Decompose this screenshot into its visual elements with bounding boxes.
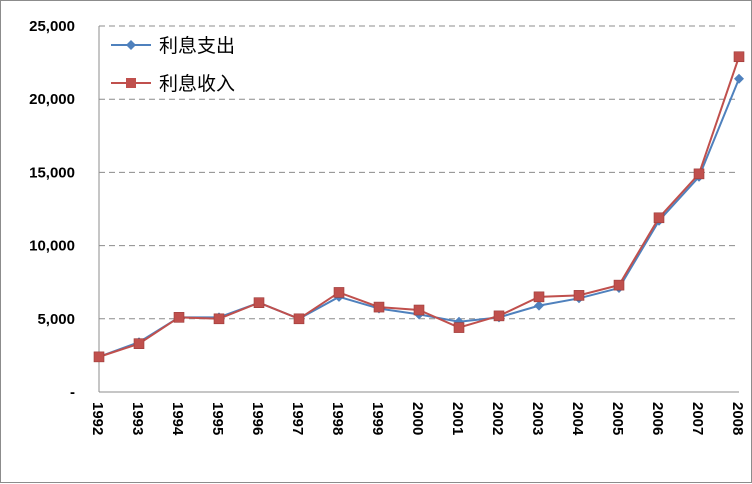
- x-tick-label: 1992: [89, 402, 106, 435]
- y-tick-label: 20,000: [29, 91, 75, 108]
- y-tick-label: 15,000: [29, 164, 75, 181]
- y-tick-label: 5,000: [37, 311, 75, 328]
- y-tick-label: 25,000: [29, 18, 75, 35]
- x-tick-label: 1994: [169, 402, 186, 436]
- x-tick-label: 1998: [329, 402, 346, 435]
- x-tick-label: 2006: [649, 402, 666, 435]
- y-axis-ticks: - 5,000 10,000 15,000 20,000 25,000: [29, 18, 75, 401]
- data-point: [373, 301, 385, 313]
- data-point: [133, 338, 145, 349]
- x-tick-label: 2005: [609, 402, 626, 435]
- data-point: [293, 313, 305, 325]
- series-2: [93, 51, 745, 363]
- data-point: [653, 212, 665, 224]
- x-tick-label: 2007: [689, 402, 706, 435]
- data-point: [534, 300, 544, 311]
- gridlines: [99, 25, 739, 320]
- legend-marker: [126, 40, 136, 50]
- data-point: [413, 304, 425, 316]
- data-point: [613, 279, 625, 291]
- x-tick-label: 1996: [249, 402, 266, 435]
- legend-label: 利息支出: [159, 35, 235, 57]
- x-tick-label: 2003: [529, 402, 546, 435]
- legend-marker: [126, 78, 136, 88]
- x-tick-label: 1993: [129, 402, 146, 435]
- legend-label: 利息收入: [159, 73, 235, 95]
- data-point: [573, 290, 585, 301]
- x-tick-label: 1999: [369, 402, 386, 435]
- data-point: [533, 291, 545, 303]
- x-tick-label: 2004: [569, 402, 586, 436]
- x-tick-label: 1995: [209, 402, 226, 435]
- data-point: [333, 287, 345, 298]
- x-tick-label: 2000: [409, 402, 426, 435]
- y-tick-label: -: [70, 384, 75, 401]
- data-point: [173, 312, 185, 323]
- data-point: [93, 351, 105, 363]
- data-point: [734, 73, 744, 84]
- data-point: [453, 322, 465, 333]
- legend-entry: 利息收入: [111, 73, 235, 95]
- data-point: [253, 297, 265, 308]
- x-axis-ticks: 1992 1993 1994 1995 1996 1997 1998 1999 2000 2001…: [89, 402, 746, 436]
- axes: [98, 26, 739, 393]
- x-tick-label: 1997: [289, 402, 306, 435]
- legend-entry: 利息支出: [111, 35, 235, 57]
- series-group: [93, 51, 745, 363]
- x-tick-label: 2001: [449, 402, 466, 435]
- data-point: [693, 168, 705, 180]
- x-tick-label: 2002: [489, 402, 506, 435]
- data-point: [733, 51, 745, 63]
- data-point: [493, 310, 505, 322]
- data-point: [213, 313, 225, 325]
- x-tick-label: 2008: [729, 402, 746, 435]
- y-tick-label: 10,000: [29, 238, 75, 255]
